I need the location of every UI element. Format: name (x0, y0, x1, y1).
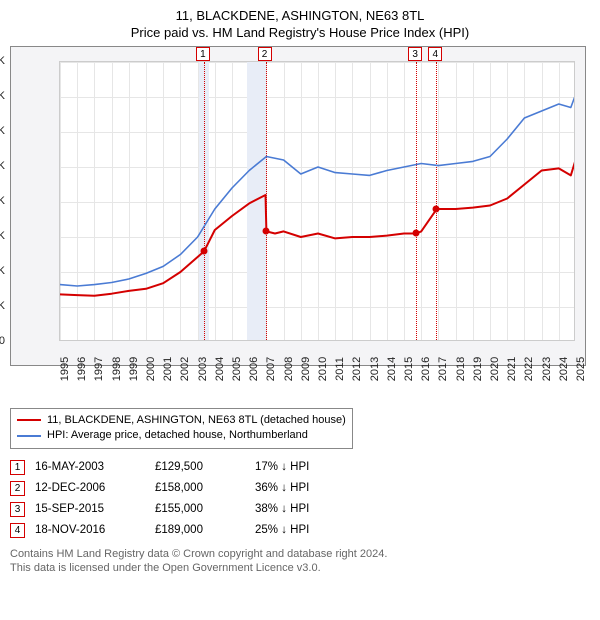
tx-number: 3 (10, 502, 25, 517)
y-tick-label: £350K (0, 90, 5, 102)
tx-price: £129,500 (155, 457, 255, 478)
title-line-2: Price paid vs. HM Land Registry's House … (10, 25, 590, 42)
x-tick-label: 2018 (455, 357, 467, 381)
legend-label: 11, BLACKDENE, ASHINGTON, NE63 8TL (deta… (47, 413, 346, 428)
x-tick-label: 2005 (231, 357, 243, 381)
y-tick-label: £150K (0, 230, 5, 242)
table-row: 4 18-NOV-2016£189,00025% ↓ HPI (10, 520, 319, 541)
legend-item: HPI: Average price, detached house, Nort… (17, 428, 346, 443)
chart-title: 11, BLACKDENE, ASHINGTON, NE63 8TL Price… (10, 8, 590, 42)
x-tick-label: 2006 (248, 357, 260, 381)
y-tick-label: £250K (0, 160, 5, 172)
plot-area (59, 61, 575, 341)
x-tick-label: 2001 (162, 357, 174, 381)
title-line-1: 11, BLACKDENE, ASHINGTON, NE63 8TL (10, 8, 590, 25)
tx-delta: 36% ↓ HPI (255, 478, 319, 499)
tx-date: 18-NOV-2016 (35, 520, 155, 541)
tx-price: £155,000 (155, 499, 255, 520)
x-tick-label: 2022 (523, 357, 535, 381)
x-tick-label: 2010 (317, 357, 329, 381)
chart-frame: £0£50K£100K£150K£200K£250K£300K£350K£400… (10, 46, 586, 366)
marker-number: 3 (408, 47, 422, 61)
tx-delta: 17% ↓ HPI (255, 457, 319, 478)
legend-swatch (17, 419, 41, 421)
table-row: 1 16-MAY-2003£129,50017% ↓ HPI (10, 457, 319, 478)
x-tick-label: 2025 (575, 357, 587, 381)
x-tick-label: 2024 (558, 357, 570, 381)
tx-price: £158,000 (155, 478, 255, 499)
x-tick-label: 2004 (214, 357, 226, 381)
tx-date: 12-DEC-2006 (35, 478, 155, 499)
x-tick-label: 2019 (472, 357, 484, 381)
x-tick-label: 2016 (420, 357, 432, 381)
x-tick-label: 2009 (300, 357, 312, 381)
series-hpi (60, 93, 575, 286)
marker-number: 1 (196, 47, 210, 61)
legend-label: HPI: Average price, detached house, Nort… (47, 428, 308, 443)
x-tick-label: 2011 (334, 357, 346, 381)
x-tick-label: 2007 (265, 357, 277, 381)
tx-number: 1 (10, 460, 25, 475)
y-tick-label: £400K (0, 55, 5, 67)
tx-price: £189,000 (155, 520, 255, 541)
x-tick-label: 2021 (506, 357, 518, 381)
footnote-line-1: Contains HM Land Registry data © Crown c… (10, 547, 590, 561)
transactions-table: 1 16-MAY-2003£129,50017% ↓ HPI 2 12-DEC-200… (10, 457, 319, 541)
tx-delta: 38% ↓ HPI (255, 499, 319, 520)
marker-number: 2 (258, 47, 272, 61)
marker-number: 4 (428, 47, 442, 61)
x-tick-label: 2008 (283, 357, 295, 381)
x-tick-label: 2012 (351, 357, 363, 381)
x-tick-label: 2002 (179, 357, 191, 381)
x-tick-label: 2017 (437, 357, 449, 381)
y-tick-label: £300K (0, 125, 5, 137)
tx-number: 4 (10, 523, 25, 538)
series-property (60, 158, 575, 295)
x-tick-label: 2013 (369, 357, 381, 381)
x-tick-label: 1996 (76, 357, 88, 381)
table-row: 2 12-DEC-2006£158,00036% ↓ HPI (10, 478, 319, 499)
tx-number: 2 (10, 481, 25, 496)
x-tick-label: 2003 (197, 357, 209, 381)
footnote: Contains HM Land Registry data © Crown c… (10, 547, 590, 576)
legend-swatch (17, 435, 41, 437)
tx-delta: 25% ↓ HPI (255, 520, 319, 541)
table-row: 3 15-SEP-2015£155,00038% ↓ HPI (10, 499, 319, 520)
y-tick-label: £200K (0, 195, 5, 207)
y-tick-label: £0 (0, 335, 5, 347)
x-tick-label: 2023 (541, 357, 553, 381)
legend: 11, BLACKDENE, ASHINGTON, NE63 8TL (deta… (10, 408, 353, 449)
x-tick-label: 1999 (128, 357, 140, 381)
x-tick-label: 2000 (145, 357, 157, 381)
tx-date: 15-SEP-2015 (35, 499, 155, 520)
x-tick-label: 2015 (403, 357, 415, 381)
tx-date: 16-MAY-2003 (35, 457, 155, 478)
x-tick-label: 1998 (111, 357, 123, 381)
footnote-line-2: This data is licensed under the Open Gov… (10, 561, 590, 575)
y-tick-label: £50K (0, 300, 5, 312)
x-tick-label: 1997 (93, 357, 105, 381)
x-tick-label: 1995 (59, 357, 71, 381)
x-tick-label: 2014 (386, 357, 398, 381)
series-svg (60, 62, 575, 341)
y-tick-label: £100K (0, 265, 5, 277)
x-tick-label: 2020 (489, 357, 501, 381)
legend-item: 11, BLACKDENE, ASHINGTON, NE63 8TL (deta… (17, 413, 346, 428)
